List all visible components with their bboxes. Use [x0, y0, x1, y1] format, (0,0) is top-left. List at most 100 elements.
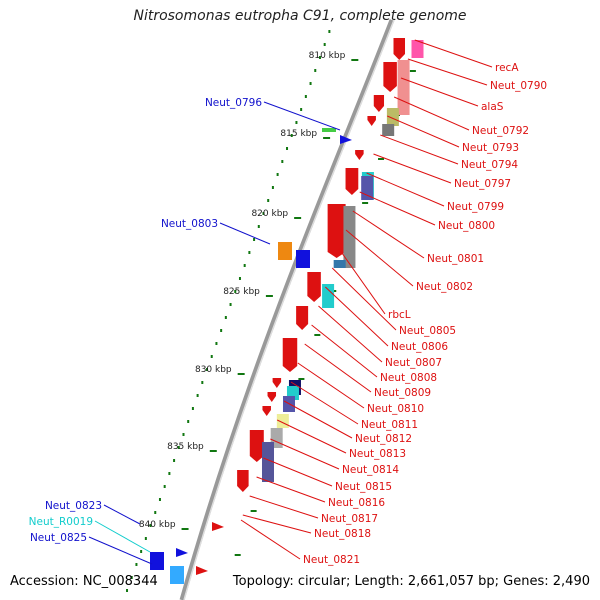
- gene-label[interactable]: Neut_0802: [416, 281, 473, 293]
- gene-label[interactable]: Neut_0812: [355, 433, 412, 445]
- scale-tick-label: 810 kbp: [309, 51, 346, 61]
- gene-label[interactable]: Neut_0799: [447, 201, 504, 213]
- gc-dot: [168, 472, 171, 475]
- gene-box[interactable]: [333, 260, 346, 268]
- gene-box-left[interactable]: [170, 566, 184, 584]
- gene-label[interactable]: Neut_0821: [303, 554, 360, 566]
- gene-label[interactable]: Neut_0790: [490, 80, 547, 92]
- scale-tick-label: 825 kbp: [223, 287, 260, 297]
- label-leader-left: [103, 504, 141, 525]
- gene-box[interactable]: [386, 108, 399, 126]
- gene-label[interactable]: Neut_0810: [367, 403, 424, 415]
- gc-dot: [201, 381, 204, 384]
- gc-dot: [328, 30, 331, 33]
- gene-box[interactable]: [411, 40, 424, 58]
- gc-dot: [318, 56, 321, 59]
- label-leader: [249, 495, 319, 519]
- gene-label[interactable]: Neut_0797: [454, 178, 511, 190]
- gene-arrow[interactable]: [272, 378, 282, 388]
- gc-dot: [304, 95, 307, 98]
- gene-label[interactable]: Neut_0813: [349, 448, 406, 460]
- gc-dot: [253, 238, 256, 241]
- gene-arrow[interactable]: [383, 62, 397, 92]
- gene-box[interactable]: [322, 284, 335, 308]
- gene-arrow[interactable]: [345, 168, 359, 195]
- gc-dot: [271, 186, 274, 189]
- gene-label[interactable]: Neut_0801: [427, 253, 484, 265]
- gene-box-left[interactable]: [296, 250, 310, 268]
- gene-label[interactable]: Neut_0794: [461, 159, 518, 171]
- gene-label[interactable]: Neut_0806: [391, 341, 448, 353]
- gc-dot: [295, 121, 298, 124]
- gene-label[interactable]: Neut_0815: [335, 481, 392, 493]
- gc-dot: [300, 108, 303, 111]
- gene-box[interactable]: [361, 176, 374, 200]
- gene-box-left[interactable]: [150, 552, 164, 570]
- gene-box[interactable]: [382, 124, 395, 136]
- scale-tick-label: 840 kbp: [139, 520, 176, 530]
- gene-label[interactable]: Neut_0800: [438, 220, 495, 232]
- gene-arrow[interactable]: [237, 470, 249, 492]
- skew-dot: [298, 378, 305, 380]
- gc-dot: [290, 134, 293, 137]
- gene-label[interactable]: Neut_0817: [321, 513, 378, 525]
- skew-dot: [314, 334, 321, 336]
- gene-label[interactable]: Neut_0811: [361, 419, 418, 431]
- gene-label[interactable]: rbcL: [388, 309, 411, 321]
- gene-box[interactable]: [261, 442, 274, 482]
- gene-arrow[interactable]: [393, 38, 406, 60]
- label-leader: [297, 362, 365, 409]
- gene-arrow[interactable]: [262, 406, 271, 416]
- gene-arrow[interactable]: [327, 204, 346, 258]
- scale-tick: [181, 528, 189, 530]
- gene-label-left[interactable]: Neut_0825: [30, 532, 87, 544]
- gc-dot: [158, 498, 161, 501]
- gene-arrow[interactable]: [282, 338, 298, 372]
- gene-box-left[interactable]: [322, 128, 336, 132]
- label-leader-left: [88, 536, 153, 565]
- gene-arrow[interactable]: [367, 116, 376, 126]
- gene-label[interactable]: Neut_0816: [328, 497, 385, 509]
- topology-text: Topology: circular; Length: 2,661,057 bp…: [232, 574, 590, 589]
- gene-label[interactable]: Neut_0793: [462, 142, 519, 154]
- gene-label[interactable]: recA: [495, 62, 519, 74]
- gene-arrow[interactable]: [307, 272, 321, 302]
- gc-dot: [309, 82, 312, 85]
- gene-box[interactable]: [343, 206, 356, 268]
- gene-label[interactable]: Neut_0814: [342, 464, 399, 476]
- gene-arrow[interactable]: [355, 150, 364, 160]
- gene-box-left[interactable]: [278, 242, 292, 260]
- gene-marker[interactable]: [176, 548, 188, 557]
- gene-label[interactable]: Neut_0792: [472, 125, 529, 137]
- gene-label[interactable]: Neut_0809: [374, 387, 431, 399]
- gene-label-left[interactable]: Neut_0823: [45, 500, 102, 512]
- gene-label-left[interactable]: Neut_0796: [205, 97, 262, 109]
- gc-dot: [206, 368, 209, 371]
- skew-dot: [378, 158, 385, 160]
- gene-label[interactable]: Neut_0807: [385, 357, 442, 369]
- gene-arrow[interactable]: [249, 430, 264, 462]
- gene-label[interactable]: Neut_0808: [380, 372, 437, 384]
- gene-marker[interactable]: [212, 522, 224, 531]
- label-leader: [263, 457, 333, 487]
- left-labels[interactable]: Neut_0796 Neut_0803 Neut_0823 Neut_R0019 Neu…: [29, 97, 263, 544]
- gene-box[interactable]: [397, 60, 410, 115]
- right-labels[interactable]: recA Neut_0790 alaS Neut_0792 Neut_0793 Neut_…: [303, 62, 547, 566]
- scale-tick: [351, 59, 359, 61]
- gene-label[interactable]: alaS: [481, 101, 504, 113]
- gc-dot: [215, 342, 218, 345]
- gene-arrow[interactable]: [296, 306, 309, 330]
- label-leader: [270, 438, 340, 470]
- label-leader: [331, 267, 397, 331]
- genome-backbone-highlight: [183, 19, 395, 600]
- gene-label[interactable]: Neut_0805: [399, 325, 456, 337]
- gene-label-left[interactable]: Neut_R0019: [29, 516, 93, 528]
- gene-arrow[interactable]: [267, 392, 277, 402]
- gene-arrow[interactable]: [373, 95, 385, 112]
- genome-backbone: [179, 19, 395, 600]
- gene-marker[interactable]: [340, 135, 352, 144]
- gene-label[interactable]: Neut_0818: [314, 528, 371, 540]
- gene-marker[interactable]: [196, 566, 208, 575]
- gene-label-left[interactable]: Neut_0803: [161, 218, 218, 230]
